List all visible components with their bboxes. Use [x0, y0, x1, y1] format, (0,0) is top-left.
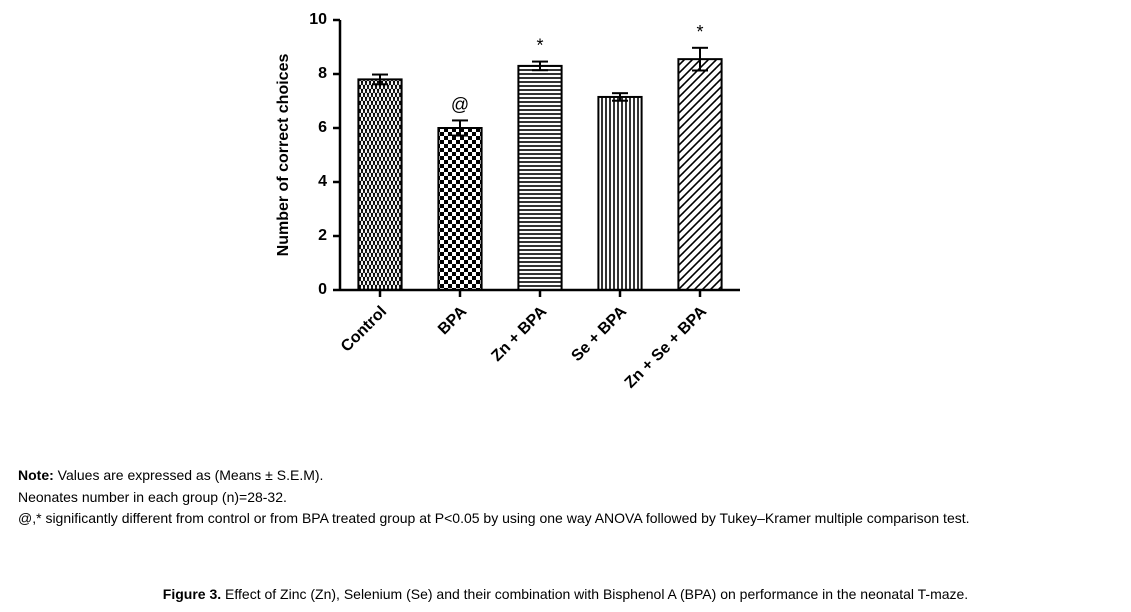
note-line-1: Note: Values are expressed as (Means ± S… [18, 465, 1113, 487]
x-category-label: BPA [435, 303, 470, 338]
chart-container: 0 2 4 6 8 10 Control @ BPA * Zn + BPA Se + BPA * Zn +… [260, 0, 820, 440]
bar-chart: 0 2 4 6 8 10 Control @ BPA * Zn + BPA Se + BPA * Zn +… [260, 0, 820, 440]
note-line-2: Neonates number in each group (n)=28-32. [18, 487, 1113, 509]
svg-text:6: 6 [318, 119, 327, 136]
svg-text:4: 4 [318, 173, 327, 190]
x-category-label: Control [338, 303, 390, 355]
bar [358, 79, 401, 290]
caption-rest: Effect of Zinc (Zn), Selenium (Se) and t… [221, 586, 968, 602]
bar-annotation: * [536, 36, 543, 56]
x-category-label: Zn + BPA [488, 303, 550, 365]
notes-block: Note: Values are expressed as (Means ± S… [18, 465, 1113, 530]
x-category-label: Zn + Se + BPA [622, 303, 711, 392]
bar [678, 59, 721, 290]
note-1-rest: Values are expressed as (Means ± S.E.M). [54, 467, 324, 483]
bar [518, 66, 561, 290]
y-axis-label: Number of correct choices [275, 54, 292, 257]
bar-annotation: @ [451, 94, 469, 114]
svg-text:2: 2 [318, 227, 327, 244]
page: 0 2 4 6 8 10 Control @ BPA * Zn + BPA Se + BPA * Zn +… [0, 0, 1131, 612]
bar [598, 97, 641, 290]
note-line-3: @,* significantly different from control… [18, 508, 1113, 530]
bar-annotation: * [696, 22, 703, 42]
svg-text:8: 8 [318, 65, 327, 82]
figure-caption: Figure 3. Effect of Zinc (Zn), Selenium … [0, 586, 1131, 602]
note-lead: Note: [18, 467, 54, 483]
svg-text:10: 10 [309, 11, 327, 28]
caption-lead: Figure 3. [163, 586, 221, 602]
bar [438, 128, 481, 290]
x-category-label: Se + BPA [568, 303, 630, 365]
svg-text:0: 0 [318, 281, 327, 298]
